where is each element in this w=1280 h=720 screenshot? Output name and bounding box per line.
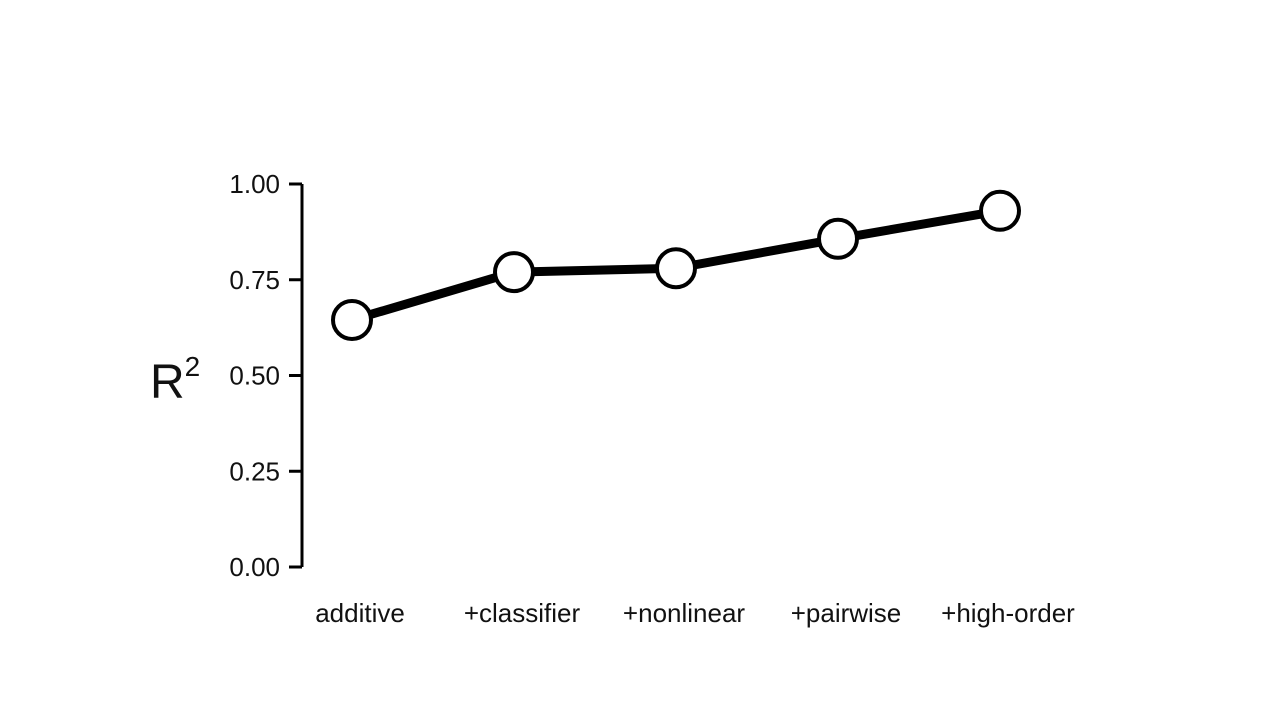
y-tick-label: 0.75	[229, 265, 280, 295]
data-point-additive	[331, 298, 373, 341]
y-tick-label: 0.00	[229, 552, 280, 582]
y-tick-label: 0.50	[229, 361, 280, 391]
data-point-nonlinear	[655, 247, 697, 290]
x-category-label: +nonlinear	[623, 598, 745, 628]
x-category-label: additive	[315, 598, 405, 628]
y-axis: 0.00 0.25 0.50 0.75 1.00	[229, 169, 304, 582]
series-markers	[331, 189, 1021, 341]
data-point-pairwise	[817, 217, 859, 260]
y-tick-label: 0.25	[229, 456, 280, 486]
data-point-classifier	[493, 251, 535, 294]
y-axis-label: R2	[150, 351, 200, 409]
x-category-label: +classifier	[464, 598, 581, 628]
x-axis-labels: additive +classifier +nonlinear +pairwise +h…	[315, 598, 1075, 628]
x-category-label: +pairwise	[791, 598, 902, 628]
data-point-high-order	[979, 189, 1021, 232]
y-tick-label: 1.00	[229, 169, 280, 199]
x-category-label: +high-order	[941, 598, 1075, 628]
